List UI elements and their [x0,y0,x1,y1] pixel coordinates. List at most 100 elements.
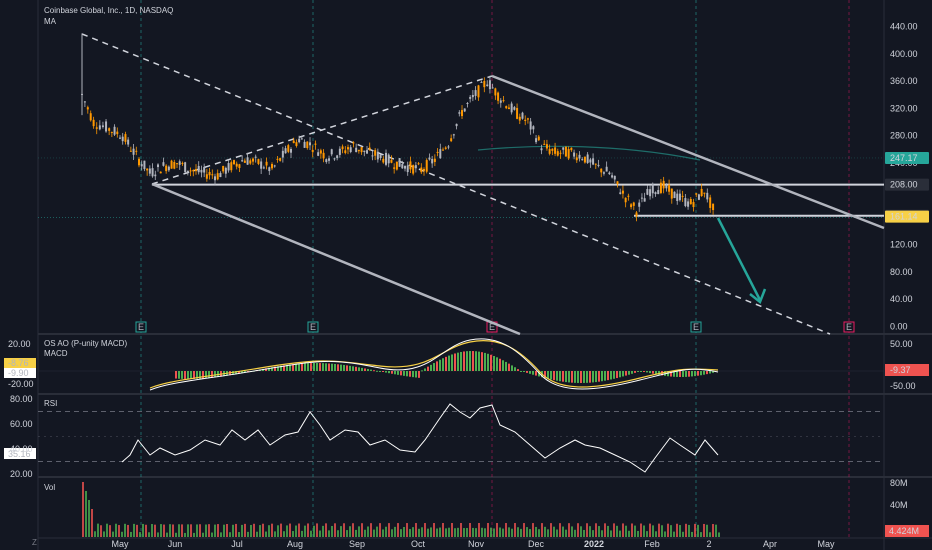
macd-histogram-bar [703,371,705,375]
candle-body [502,100,505,102]
candle-body [382,158,385,163]
volume-value-tag [885,525,929,537]
candle-body [314,143,317,145]
macd-histogram-bar [238,371,240,374]
candle-body [135,150,138,152]
volume-bar [571,526,573,537]
time-axis-label: May [111,539,129,549]
macd-histogram-bar [646,371,648,373]
volume-bar [715,524,717,537]
macd-histogram-bar [700,371,702,376]
volume-bar [172,524,174,537]
timezone-button[interactable]: Z [32,538,37,547]
candle-body [463,108,466,112]
macd-histogram-bar [526,371,528,373]
volume-bar [700,532,702,537]
macd-histogram-bar [610,371,612,380]
macd-histogram-bar [538,371,540,377]
macd-histogram-bar [496,357,498,371]
rsi-axis-tick: 80.00 [10,394,33,404]
volume-bar [232,524,234,537]
macd-histogram-bar [472,351,474,371]
macd-histogram-bar [553,371,555,381]
volume-bar [139,532,141,537]
volume-bar [298,523,300,537]
macd-histogram-bar [271,367,273,371]
candle-body [697,194,700,200]
macd-histogram-bar [436,361,438,371]
volume-bar [706,524,708,537]
candle-body [374,150,377,156]
volume-title[interactable]: Vol [44,483,56,492]
macd-histogram-bar [304,363,306,371]
candle-body [442,149,445,151]
candle-body [162,162,165,166]
volume-bar [685,523,687,537]
volume-bar [307,523,309,537]
volume-bar [460,523,462,537]
candle-body [336,155,339,159]
volume-bar [184,532,186,537]
volume-bar [151,524,153,537]
macd-histogram-bar [427,366,429,371]
candle-body [455,123,458,127]
macd-histogram-bar [520,371,522,372]
volume-bar [601,530,603,537]
rsi-title[interactable]: RSI [44,399,58,408]
volume-bar [526,527,528,537]
symbol-title[interactable]: Coinbase Global, Inc., 1D, NASDAQ [44,6,174,15]
volume-bar [589,526,591,537]
macd-histogram-bar [268,367,270,371]
macd-histogram-bar [415,371,417,378]
candle-body [271,164,274,169]
candle-body [108,128,111,131]
price-tag-label: 208.00 [890,180,918,190]
volume-bar [127,524,129,537]
price-axis-tick: 360.00 [890,76,918,86]
time-axis-label: 2022 [584,539,604,549]
candle-body [238,164,241,168]
candle-body [444,147,447,149]
candle-body [458,112,461,114]
volume-bar [355,529,357,537]
macd-histogram-bar [535,371,537,376]
candle-body [619,192,622,194]
volume-bar [223,524,225,537]
macd-histogram-bar [682,371,684,377]
rsi-axis-tick: 40.00 [10,444,33,454]
candle-body [287,145,290,152]
candle-body [233,160,236,165]
macd-histogram-bar [580,371,582,383]
volume-bar [280,523,282,537]
ma-indicator-label[interactable]: MA [44,17,56,26]
macd-histogram-bar [619,371,621,378]
volume-bar [619,530,621,537]
volume-bar [442,523,444,537]
volume-bar [469,523,471,537]
price-axis-tick: 280.00 [890,131,918,141]
macd-histogram-bar [280,365,282,371]
candle-body [678,193,681,201]
candle-body [189,170,192,172]
time-axis-label: Sep [349,539,365,549]
macd-title[interactable]: OS AO (P-unity MACD) [44,339,128,348]
volume-axis-tick: 40M [890,500,908,510]
macd-histogram-bar [430,364,432,371]
candle-body [276,158,279,160]
volume-bar [430,527,432,537]
macd-subtitle[interactable]: MACD [44,349,68,358]
macd-histogram-bar [502,360,504,371]
earnings-marker-label: E [846,322,852,332]
volume-bar [403,527,405,537]
candle-body [300,138,303,140]
candle-body [86,107,89,110]
candle-body [709,197,712,208]
candle-body [366,150,369,154]
candle-body [273,165,276,167]
earnings-marker [690,321,702,333]
time-axis-label: Dec [528,539,545,549]
candle-body [143,160,146,170]
volume-bar [457,527,459,537]
volume-bar [463,528,465,537]
